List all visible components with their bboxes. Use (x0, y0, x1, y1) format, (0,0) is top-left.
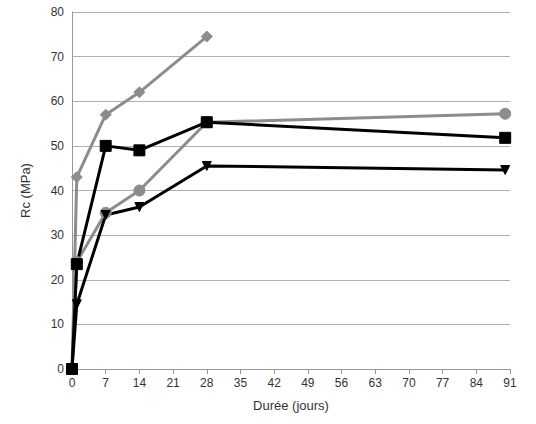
svg-text:35: 35 (234, 376, 248, 390)
svg-text:56: 56 (335, 376, 349, 390)
svg-text:42: 42 (267, 376, 281, 390)
svg-text:77: 77 (436, 376, 450, 390)
svg-text:60: 60 (51, 94, 65, 108)
svg-text:84: 84 (470, 376, 484, 390)
svg-text:91: 91 (503, 376, 517, 390)
svg-text:Rc (MPa): Rc (MPa) (18, 163, 33, 218)
svg-text:63: 63 (369, 376, 383, 390)
svg-text:30: 30 (51, 228, 65, 242)
svg-text:40: 40 (51, 184, 65, 198)
svg-text:20: 20 (51, 273, 65, 287)
svg-text:70: 70 (402, 376, 416, 390)
svg-text:Durée (jours): Durée (jours) (253, 398, 329, 413)
svg-text:21: 21 (166, 376, 180, 390)
svg-text:10: 10 (51, 317, 65, 331)
svg-text:0: 0 (57, 362, 64, 376)
svg-text:80: 80 (51, 5, 65, 19)
svg-text:14: 14 (133, 376, 147, 390)
svg-text:49: 49 (301, 376, 315, 390)
svg-text:50: 50 (51, 139, 65, 153)
svg-text:0: 0 (69, 376, 76, 390)
svg-text:7: 7 (102, 376, 109, 390)
svg-text:70: 70 (51, 50, 65, 64)
svg-text:28: 28 (200, 376, 214, 390)
